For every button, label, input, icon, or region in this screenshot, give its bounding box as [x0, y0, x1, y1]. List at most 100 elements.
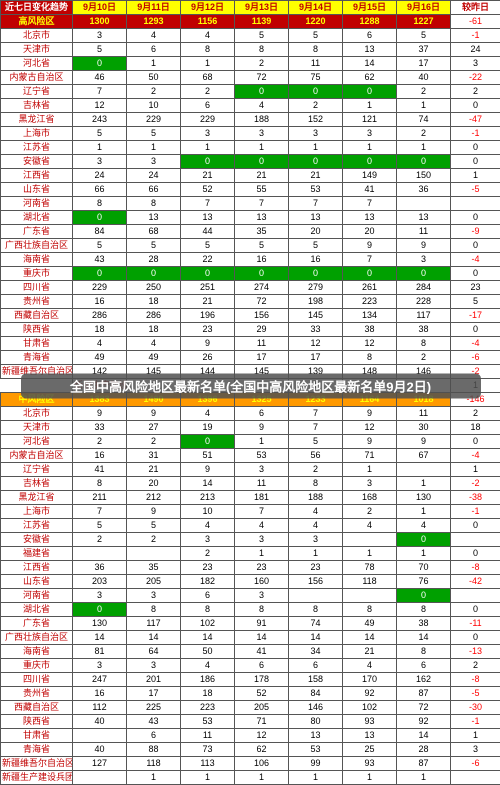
cell: 33	[289, 323, 343, 337]
cell: 2	[289, 463, 343, 477]
cell: 286	[127, 309, 181, 323]
cell: 5	[397, 29, 451, 43]
cell: 0	[289, 267, 343, 281]
cell: 112	[73, 701, 127, 715]
province: 安徽省	[1, 533, 73, 547]
cell: 55	[235, 183, 289, 197]
cell: 6	[235, 407, 289, 421]
cell: 72	[397, 701, 451, 715]
cell: 1	[289, 771, 343, 785]
cell: 11	[397, 225, 451, 239]
delta: -11	[451, 617, 500, 631]
cell: 1	[73, 141, 127, 155]
cell: 117	[397, 309, 451, 323]
cell: 228	[397, 295, 451, 309]
cell: 35	[127, 561, 181, 575]
cell: 1	[235, 141, 289, 155]
cell: 12	[343, 337, 397, 351]
delta: 0	[451, 211, 500, 225]
header-date-0: 9月10日	[73, 1, 127, 15]
cell: 64	[127, 645, 181, 659]
cell: 223	[181, 701, 235, 715]
delta: -30	[451, 701, 500, 715]
cell: 2	[181, 85, 235, 99]
cell: 1	[343, 99, 397, 113]
cell: 0	[397, 533, 451, 547]
cell: 1	[343, 463, 397, 477]
cell: 9	[127, 505, 181, 519]
cell: 81	[73, 645, 127, 659]
cell: 7	[289, 407, 343, 421]
cell: 14	[343, 631, 397, 645]
cell: 5	[127, 519, 181, 533]
province: 山东省	[1, 183, 73, 197]
header-date-2: 9月12日	[181, 1, 235, 15]
province: 江西省	[1, 169, 73, 183]
cell: 1	[127, 141, 181, 155]
cell: 44	[181, 225, 235, 239]
cell: 4	[289, 519, 343, 533]
province: 青海省	[1, 351, 73, 365]
cell: 76	[397, 575, 451, 589]
cell: 20	[289, 225, 343, 239]
delta: 0	[451, 631, 500, 645]
delta: 3	[451, 57, 500, 71]
cell: 36	[397, 183, 451, 197]
cell: 13	[289, 729, 343, 743]
cell: 1	[289, 141, 343, 155]
cell: 24	[73, 169, 127, 183]
cell: 213	[181, 491, 235, 505]
cell: 16	[73, 449, 127, 463]
delta	[451, 771, 500, 785]
delta: 1	[451, 169, 500, 183]
delta: -17	[451, 309, 500, 323]
delta: 2	[451, 659, 500, 673]
cell: 67	[397, 449, 451, 463]
cell: 75	[289, 71, 343, 85]
cell: 5	[73, 127, 127, 141]
cell: 14	[397, 729, 451, 743]
cell: 162	[397, 673, 451, 687]
province: 广东省	[1, 225, 73, 239]
cell: 9	[235, 421, 289, 435]
cell: 117	[127, 617, 181, 631]
cell: 1	[397, 505, 451, 519]
cell: 21	[127, 463, 181, 477]
cell: 223	[343, 295, 397, 309]
cell: 16	[73, 295, 127, 309]
cell: 51	[181, 449, 235, 463]
cell: 1	[343, 141, 397, 155]
cell: 106	[235, 757, 289, 771]
cell: 21	[343, 645, 397, 659]
cell: 13	[289, 211, 343, 225]
province: 广西壮族自治区	[1, 239, 73, 253]
cell: 178	[235, 673, 289, 687]
province: 福建省	[1, 547, 73, 561]
cell: 2	[289, 99, 343, 113]
delta: -6	[451, 757, 500, 771]
cell: 23	[181, 323, 235, 337]
cell: 17	[235, 351, 289, 365]
cell: 1	[235, 771, 289, 785]
cell: 17	[289, 351, 343, 365]
cell: 0	[343, 155, 397, 169]
cell: 50	[181, 645, 235, 659]
cell: 146	[289, 701, 343, 715]
cell: 212	[127, 491, 181, 505]
cell: 70	[397, 561, 451, 575]
cell: 13	[343, 43, 397, 57]
cell: 49	[343, 617, 397, 631]
cell: 0	[73, 211, 127, 225]
cell	[451, 197, 500, 211]
delta	[451, 533, 500, 547]
cell: 4	[127, 29, 181, 43]
cell: 1	[397, 477, 451, 491]
cell: 4	[73, 337, 127, 351]
cell: 13	[235, 211, 289, 225]
cell: 2	[181, 547, 235, 561]
cell: 2	[343, 505, 397, 519]
cell: 1	[181, 57, 235, 71]
cell	[73, 547, 127, 561]
province: 江苏省	[1, 141, 73, 155]
cell: 0	[73, 267, 127, 281]
